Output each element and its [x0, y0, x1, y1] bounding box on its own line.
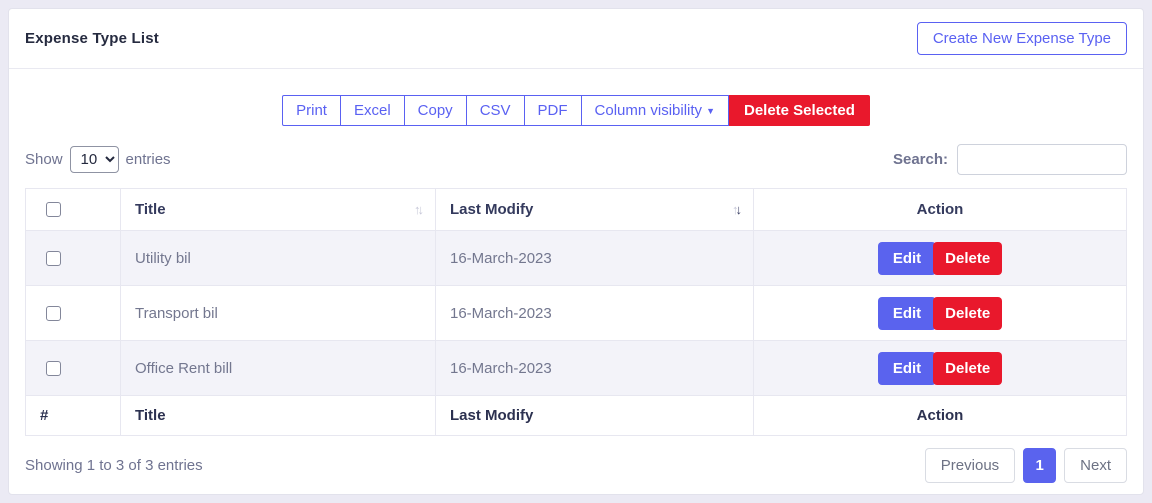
footer-last-modify-cell: Last Modify — [435, 395, 754, 436]
table-row: Utility bil 16-March-2023 Edit Delete — [25, 230, 1127, 286]
table-header-row: Title ↑↓ Last Modify ↑↓ Action — [25, 188, 1127, 231]
search-input[interactable] — [957, 144, 1127, 175]
edit-button[interactable]: Edit — [877, 351, 937, 385]
entries-per-page-select[interactable]: 10 — [69, 146, 119, 173]
select-all-checkbox[interactable] — [46, 202, 61, 217]
delete-selected-button[interactable]: Delete Selected — [728, 95, 870, 126]
action-cell: Edit Delete — [753, 285, 1127, 341]
search-label: Search: — [892, 151, 948, 168]
delete-button[interactable]: Delete — [933, 241, 1003, 275]
row-checkbox-cell — [25, 230, 121, 286]
title-header-label: Title — [135, 201, 166, 218]
table-footer-bar: Showing 1 to 3 of 3 entries Previous 1 N… — [25, 448, 1127, 483]
select-all-header-cell — [25, 188, 121, 231]
delete-button[interactable]: Delete — [933, 296, 1003, 330]
export-button-group: Print Excel Copy CSV PDF Column visibili… — [282, 95, 870, 126]
column-visibility-dropdown[interactable]: Column visibility ▼ — [580, 95, 729, 126]
title-cell: Utility bil — [120, 230, 436, 286]
create-new-expense-type-button[interactable]: Create New Expense Type — [916, 22, 1127, 55]
search-control: Search: — [893, 144, 1127, 175]
table-footer-row: # Title Last Modify Action — [25, 395, 1127, 436]
next-page-button[interactable]: Next — [1064, 448, 1127, 483]
row-checkbox[interactable] — [46, 360, 61, 376]
footer-index-cell: # — [25, 395, 121, 436]
table-body: Utility bil 16-March-2023 Edit Delete Tra… — [25, 230, 1127, 396]
action-column-header: Action — [753, 188, 1127, 231]
table-foot: # Title Last Modify Action — [25, 395, 1127, 436]
footer-title-cell: Title — [120, 395, 436, 436]
show-label: Show — [25, 151, 63, 168]
card-body: Print Excel Copy CSV PDF Column visibili… — [9, 69, 1143, 494]
sort-icon: ↑↓ — [414, 202, 424, 217]
edit-button[interactable]: Edit — [877, 296, 937, 330]
csv-button[interactable]: CSV — [465, 95, 525, 126]
delete-button[interactable]: Delete — [933, 351, 1003, 385]
current-page-button[interactable]: 1 — [1023, 448, 1057, 483]
last-modify-header-label: Last Modify — [450, 201, 534, 218]
title-cell: Transport bil — [120, 285, 436, 341]
last-modify-column-header[interactable]: Last Modify ↑↓ — [435, 188, 754, 231]
pdf-button[interactable]: PDF — [523, 95, 582, 126]
action-cell: Edit Delete — [753, 230, 1127, 286]
entries-info-text: Showing 1 to 3 of 3 entries — [25, 457, 203, 474]
table-row: Transport bil 16-March-2023 Edit Delete — [25, 285, 1127, 341]
datatable-toolbar: Print Excel Copy CSV PDF Column visibili… — [25, 95, 1127, 126]
print-button[interactable]: Print — [282, 95, 341, 126]
card-header: Expense Type List Create New Expense Typ… — [9, 9, 1143, 69]
footer-action-cell: Action — [753, 395, 1127, 436]
table-controls-row: Show 10 entries Search: — [25, 144, 1127, 175]
copy-button[interactable]: Copy — [403, 95, 467, 126]
last-modify-cell: 16-March-2023 — [435, 285, 754, 341]
page-title: Expense Type List — [25, 30, 159, 47]
entries-label: entries — [125, 151, 171, 168]
last-modify-cell: 16-March-2023 — [435, 340, 754, 396]
row-checkbox-cell — [25, 340, 121, 396]
caret-down-icon: ▼ — [706, 106, 715, 116]
row-checkbox[interactable] — [46, 250, 61, 266]
title-column-header[interactable]: Title ↑↓ — [120, 188, 436, 231]
pagination: Previous 1 Next — [924, 448, 1127, 483]
title-cell: Office Rent bill — [120, 340, 436, 396]
row-checkbox-cell — [25, 285, 121, 341]
sort-desc-icon: ↑↓ — [732, 202, 742, 217]
table-head: Title ↑↓ Last Modify ↑↓ Action — [25, 188, 1127, 231]
edit-button[interactable]: Edit — [877, 241, 937, 275]
previous-page-button[interactable]: Previous — [924, 448, 1016, 483]
column-visibility-label: Column visibility — [594, 102, 703, 119]
excel-button[interactable]: Excel — [339, 95, 405, 126]
expense-type-card: Expense Type List Create New Expense Typ… — [8, 8, 1144, 495]
row-checkbox[interactable] — [46, 305, 61, 321]
page-length-control: Show 10 entries — [25, 146, 171, 173]
table-row: Office Rent bill 16-March-2023 Edit Delet… — [25, 340, 1127, 396]
expense-type-table: Title ↑↓ Last Modify ↑↓ Action — [25, 188, 1127, 436]
last-modify-cell: 16-March-2023 — [435, 230, 754, 286]
action-cell: Edit Delete — [753, 340, 1127, 396]
